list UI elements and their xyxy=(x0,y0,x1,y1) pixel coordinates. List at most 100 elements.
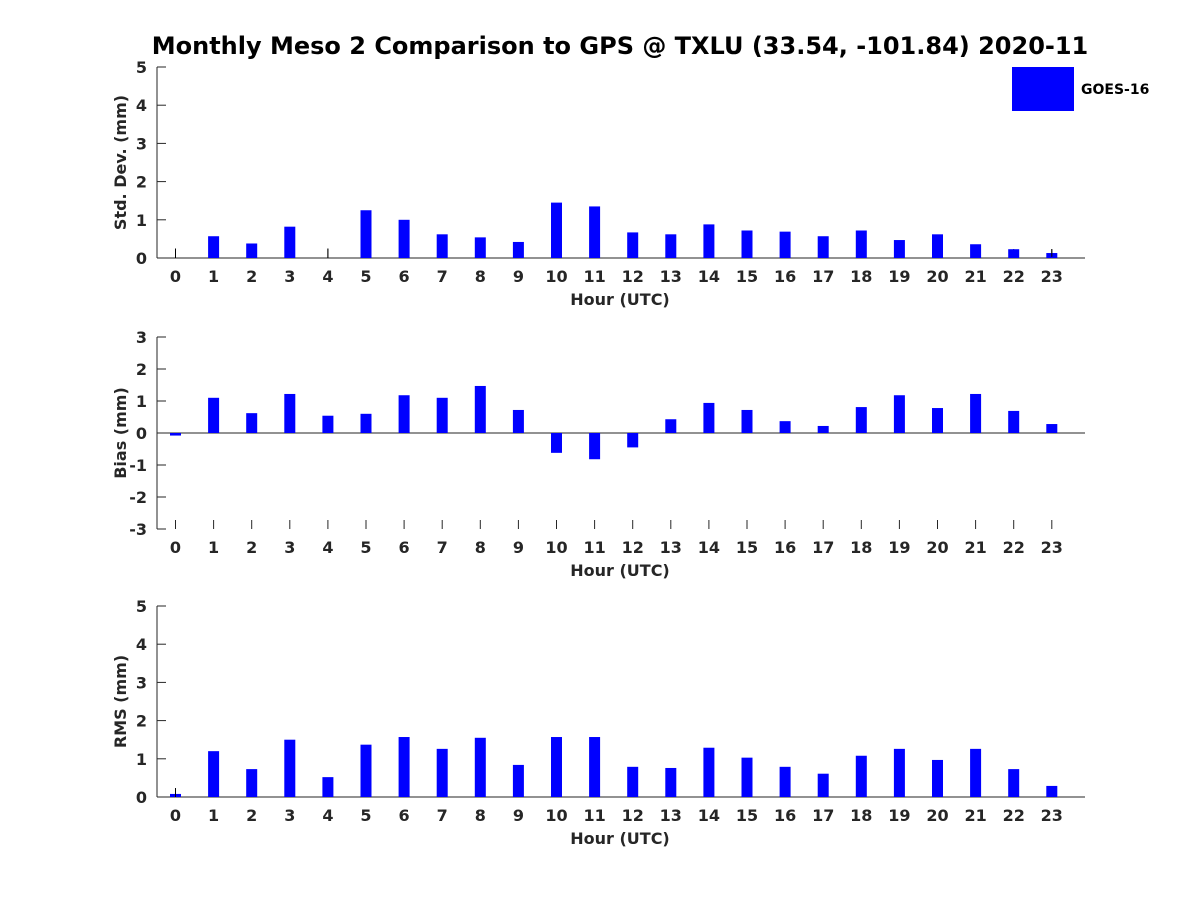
x-tick-label: 12 xyxy=(622,806,644,825)
x-tick-label: 14 xyxy=(698,806,720,825)
y-tick-label: -2 xyxy=(129,488,147,507)
x-tick-label: 10 xyxy=(545,538,567,557)
bar xyxy=(512,764,524,797)
x-tick-label: 17 xyxy=(812,538,834,557)
x-tick-label: 19 xyxy=(888,806,910,825)
bar xyxy=(741,757,753,797)
bar xyxy=(817,236,829,258)
x-tick-label: 7 xyxy=(437,538,448,557)
bar xyxy=(627,766,639,797)
x-tick-label: 8 xyxy=(475,538,486,557)
y-axis-label: Std. Dev. (mm) xyxy=(111,95,130,230)
x-tick-label: 8 xyxy=(475,806,486,825)
bar xyxy=(932,759,943,797)
bar xyxy=(551,737,562,797)
bar xyxy=(436,397,448,433)
x-tick-label: 1 xyxy=(208,267,219,286)
x-tick-label: 18 xyxy=(850,267,872,286)
bar xyxy=(246,243,258,258)
bar xyxy=(1046,424,1058,433)
bar xyxy=(589,737,601,797)
x-tick-label: 11 xyxy=(583,267,605,286)
x-tick-label: 6 xyxy=(399,538,410,557)
x-tick-label: 12 xyxy=(622,267,644,286)
x-axis-label: Hour (UTC) xyxy=(570,829,670,848)
bar xyxy=(398,737,410,797)
bar xyxy=(589,433,601,460)
bar xyxy=(703,747,715,797)
bar xyxy=(893,240,905,258)
x-tick-label: 9 xyxy=(513,806,524,825)
x-tick-label: 22 xyxy=(1003,806,1025,825)
x-tick-label: 6 xyxy=(399,267,410,286)
bar xyxy=(932,408,943,433)
bar xyxy=(398,219,410,258)
x-tick-label: 13 xyxy=(660,538,682,557)
bar xyxy=(970,244,982,258)
y-tick-label: 3 xyxy=(136,134,147,153)
bar xyxy=(284,393,296,433)
y-tick-label: 1 xyxy=(136,211,147,230)
bar xyxy=(208,236,220,258)
x-tick-label: 23 xyxy=(1041,806,1063,825)
bar xyxy=(170,433,181,436)
x-tick-label: 0 xyxy=(170,267,181,286)
x-tick-label: 15 xyxy=(736,538,758,557)
y-tick-label: 2 xyxy=(136,360,147,379)
x-tick-label: 22 xyxy=(1003,267,1025,286)
bar xyxy=(970,748,982,797)
y-tick-label: 1 xyxy=(136,392,147,411)
bar xyxy=(1046,785,1058,797)
x-tick-label: 12 xyxy=(622,538,644,557)
bar xyxy=(246,413,258,433)
bar xyxy=(703,402,715,433)
bar xyxy=(970,393,982,433)
x-tick-label: 10 xyxy=(545,806,567,825)
y-tick-label: 0 xyxy=(136,249,147,268)
x-tick-label: 21 xyxy=(964,267,986,286)
bar xyxy=(665,234,677,258)
x-tick-label: 15 xyxy=(736,267,758,286)
bar xyxy=(893,395,905,433)
bar xyxy=(398,395,410,433)
x-tick-label: 15 xyxy=(736,806,758,825)
bar xyxy=(893,748,905,797)
x-tick-label: 3 xyxy=(284,806,295,825)
bar xyxy=(360,413,372,433)
bar xyxy=(512,409,524,433)
bar xyxy=(855,755,867,797)
x-tick-label: 17 xyxy=(812,806,834,825)
y-tick-label: 3 xyxy=(136,673,147,692)
legend-label: GOES-16 xyxy=(1081,82,1149,98)
y-tick-label: 5 xyxy=(136,597,147,616)
y-tick-label: 4 xyxy=(136,635,147,654)
x-axis-label: Hour (UTC) xyxy=(570,561,670,580)
x-tick-label: 5 xyxy=(360,538,371,557)
y-tick-label: 0 xyxy=(136,424,147,443)
bar xyxy=(1008,249,1020,258)
chart-title: Monthly Meso 2 Comparison to GPS @ TXLU … xyxy=(152,32,1089,60)
x-tick-label: 21 xyxy=(964,806,986,825)
bar xyxy=(246,769,258,797)
y-tick-label: 0 xyxy=(136,788,147,807)
bar xyxy=(512,241,524,258)
bar xyxy=(855,407,867,433)
x-tick-label: 0 xyxy=(170,538,181,557)
x-tick-label: 16 xyxy=(774,806,796,825)
x-tick-label: 3 xyxy=(284,538,295,557)
bar xyxy=(665,419,677,433)
legend-swatch xyxy=(1012,67,1074,111)
y-tick-label: -3 xyxy=(129,520,147,539)
bar xyxy=(817,425,829,433)
y-tick-label: 3 xyxy=(136,328,147,347)
x-tick-label: 22 xyxy=(1003,538,1025,557)
x-tick-label: 13 xyxy=(660,806,682,825)
bar xyxy=(1008,769,1020,797)
x-tick-label: 5 xyxy=(360,267,371,286)
bar xyxy=(436,748,448,797)
x-tick-label: 7 xyxy=(437,267,448,286)
